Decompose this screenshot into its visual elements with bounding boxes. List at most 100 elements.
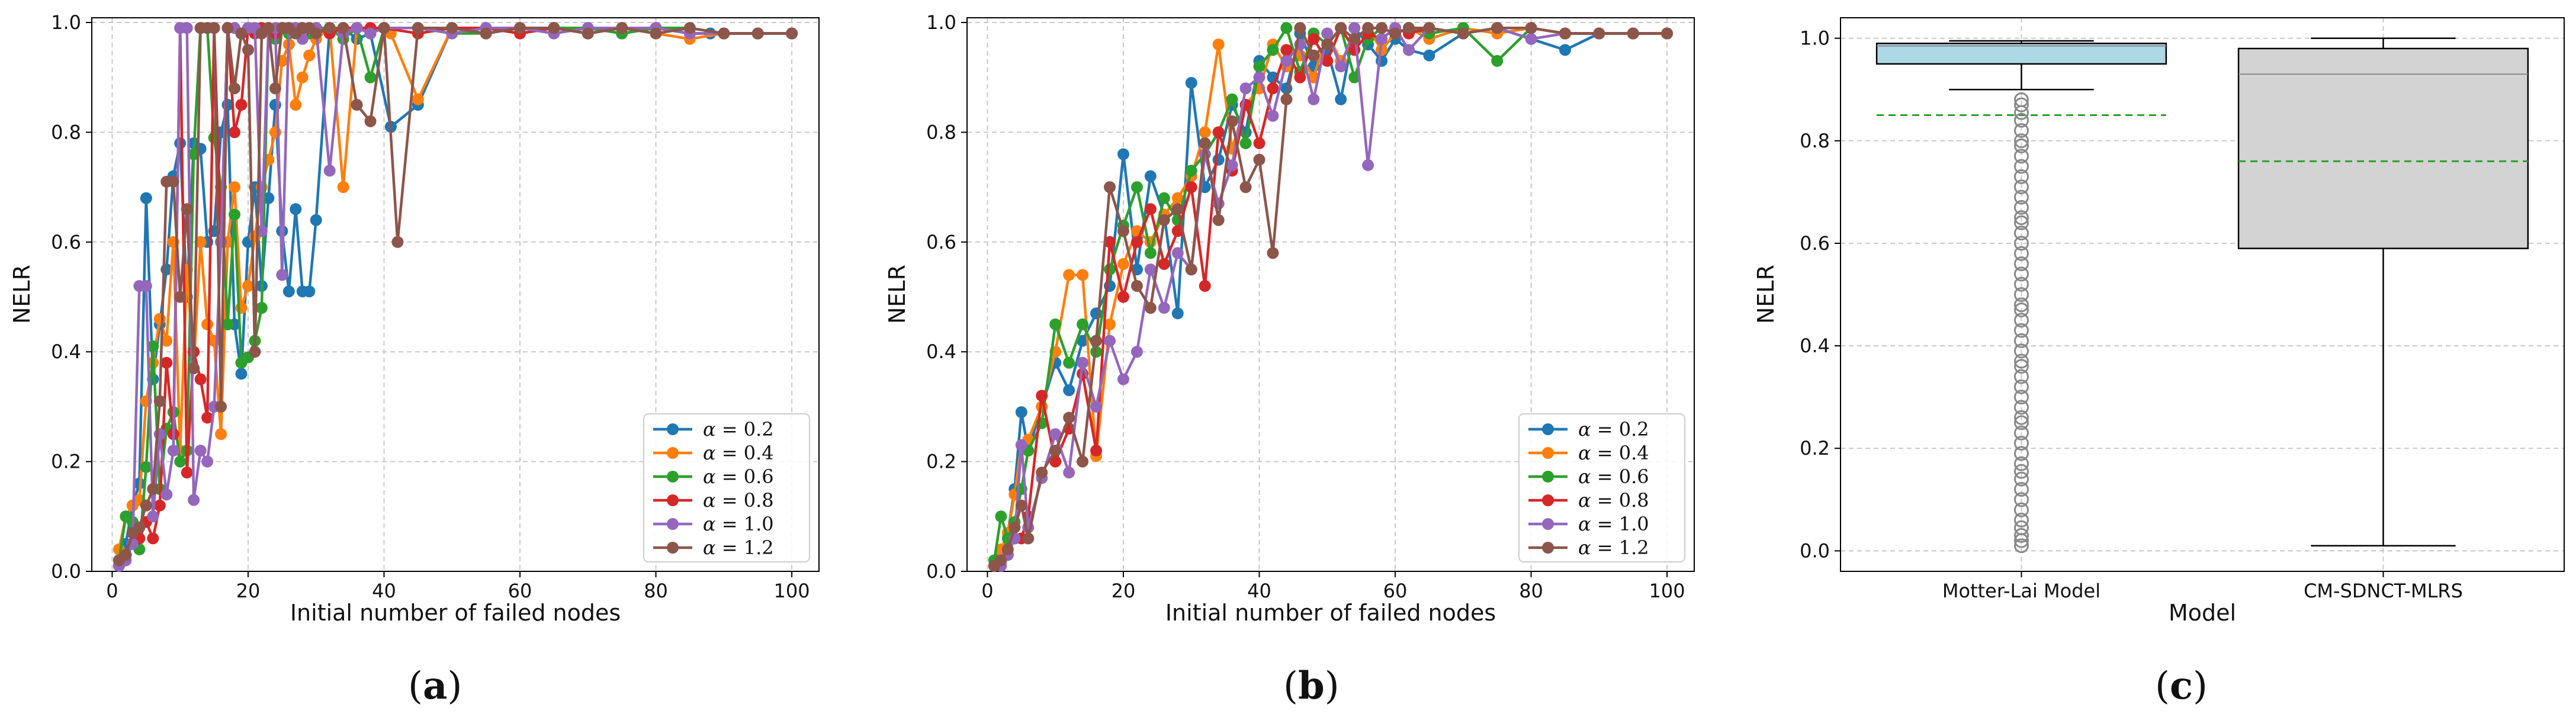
data-point xyxy=(323,165,336,177)
y-tick-label: 0.2 xyxy=(51,451,81,473)
data-point xyxy=(1090,335,1103,347)
legend-label-value: = 0.8 xyxy=(716,489,774,512)
data-point xyxy=(1321,38,1334,51)
outlier-point xyxy=(2014,369,2029,384)
legend-label-value: = 1.2 xyxy=(1591,536,1649,559)
legend-label-value: = 0.4 xyxy=(716,442,774,464)
data-point xyxy=(1036,467,1048,479)
y-axis-label: NELR xyxy=(884,265,910,324)
outlier-point xyxy=(2014,133,2029,149)
data-point xyxy=(1158,214,1170,226)
data-point xyxy=(1362,159,1374,172)
data-point xyxy=(1457,27,1469,40)
outlier-point xyxy=(2014,528,2029,543)
data-point xyxy=(1185,76,1197,89)
data-point xyxy=(351,22,363,34)
outlier-point xyxy=(2014,149,2029,164)
outlier-point xyxy=(2014,266,2029,282)
legend-label-symbol: α xyxy=(1578,513,1591,535)
data-point xyxy=(1104,181,1116,194)
legend-label-symbol: α xyxy=(1578,465,1591,488)
data-point xyxy=(337,181,349,194)
data-point xyxy=(140,461,152,473)
x-tick-label: 100 xyxy=(1649,580,1685,602)
outlier-point xyxy=(2014,256,2029,272)
data-point xyxy=(1593,27,1605,40)
data-point xyxy=(221,318,234,330)
panel-a: 0 20 40 60 80 100 0.0 0.2 0.4 0.6 0.8 1.0 Initial n… xyxy=(9,11,820,708)
data-point xyxy=(310,27,322,40)
data-point xyxy=(181,22,193,34)
data-point xyxy=(364,71,377,83)
legend-label-symbol: α xyxy=(703,465,716,488)
x-tick-label: 0 xyxy=(106,580,118,602)
data-point xyxy=(133,521,146,533)
legend-label-symbol: α xyxy=(1578,442,1591,464)
x-tick-label: 20 xyxy=(1112,580,1136,602)
data-point xyxy=(1559,27,1571,40)
data-point xyxy=(174,291,187,303)
outlier-point xyxy=(2014,323,2029,338)
data-point xyxy=(1077,455,1089,468)
data-point xyxy=(215,428,227,441)
legend-swatch-marker xyxy=(667,447,679,459)
data-point xyxy=(1226,159,1238,172)
x-tick-label: 80 xyxy=(644,580,668,602)
data-point xyxy=(167,175,179,188)
panel-c: 0.0 0.2 0.4 0.6 0.8 1.0 Motter-Lai Model CM-SDN… xyxy=(1753,17,2565,708)
x-tick-label: 60 xyxy=(508,580,532,602)
y-tick-label: 0.2 xyxy=(926,451,956,473)
data-point xyxy=(1267,247,1279,259)
data-point xyxy=(1491,22,1504,34)
legend-label-value: = 0.4 xyxy=(1591,442,1649,464)
outlier-point xyxy=(2014,471,2029,487)
data-point xyxy=(1171,307,1184,320)
legend-label: α = 1.0 xyxy=(1578,513,1649,535)
outlier-point xyxy=(2014,112,2029,128)
y-tick-label: 0.6 xyxy=(1800,232,1830,255)
data-point xyxy=(412,93,424,105)
data-point xyxy=(120,549,132,561)
data-point xyxy=(1104,236,1116,248)
legend-label: α = 1.2 xyxy=(1578,536,1649,559)
data-point xyxy=(1423,49,1435,62)
data-point xyxy=(1117,258,1129,270)
data-point xyxy=(290,203,302,216)
data-point xyxy=(215,400,227,413)
data-point xyxy=(548,22,560,34)
data-point xyxy=(1253,153,1265,166)
data-point xyxy=(1144,247,1157,259)
x-axis-label: Initial number of failed nodes xyxy=(290,600,621,626)
outlier-point xyxy=(2014,481,2029,497)
panel-caption: (c) xyxy=(2155,664,2208,708)
data-point xyxy=(310,214,322,226)
legend-label-value: = 1.0 xyxy=(716,513,774,535)
data-point xyxy=(1077,318,1089,330)
data-point xyxy=(147,532,159,545)
data-point xyxy=(1049,445,1062,457)
data-point xyxy=(147,340,159,352)
data-point xyxy=(1402,44,1415,56)
panel-caption: (a) xyxy=(408,664,462,708)
data-point xyxy=(1130,181,1143,194)
data-point xyxy=(276,269,288,281)
data-point xyxy=(147,483,159,495)
data-point xyxy=(1049,318,1062,330)
outlier-point xyxy=(2014,159,2029,174)
data-point xyxy=(296,71,309,83)
legend-label-symbol: α xyxy=(1578,418,1591,441)
data-point xyxy=(1423,22,1435,34)
data-point xyxy=(1090,445,1103,457)
data-point xyxy=(1063,269,1075,281)
data-point xyxy=(1077,269,1089,281)
data-point xyxy=(1335,93,1347,105)
data-point xyxy=(1117,148,1129,160)
data-point xyxy=(1008,521,1021,533)
x-tick-label: 80 xyxy=(1519,580,1543,602)
data-point xyxy=(1199,137,1211,149)
data-point xyxy=(1015,406,1027,419)
data-point xyxy=(1212,38,1225,51)
outlier-point xyxy=(2014,446,2029,461)
data-point xyxy=(1253,60,1265,73)
data-point xyxy=(269,82,281,95)
